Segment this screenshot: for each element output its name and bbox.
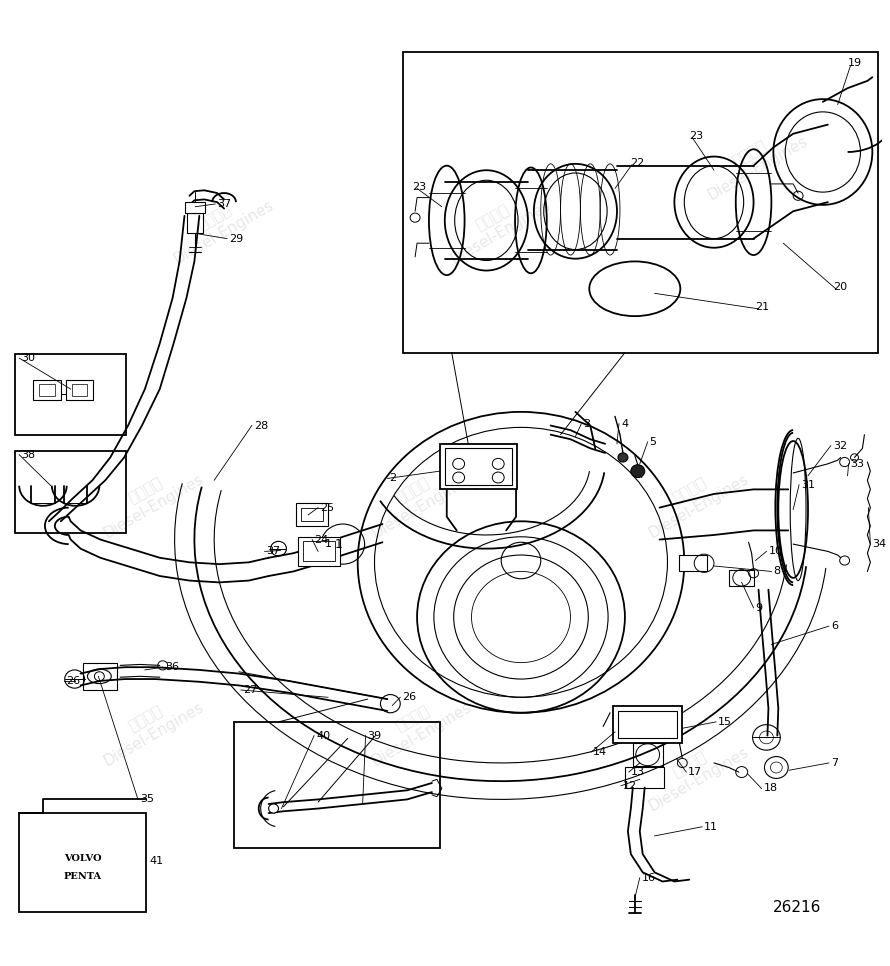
Text: 8: 8 xyxy=(773,566,781,577)
Text: 20: 20 xyxy=(833,282,847,292)
Text: 37: 37 xyxy=(217,199,231,209)
Text: 6: 6 xyxy=(830,621,837,631)
Text: 1: 1 xyxy=(335,538,343,551)
Bar xyxy=(403,52,878,353)
Text: 紫发动力
Diesel-Engines: 紫发动力 Diesel-Engines xyxy=(637,729,751,814)
Text: 23: 23 xyxy=(412,182,426,191)
Text: 29: 29 xyxy=(229,234,243,243)
Text: 14: 14 xyxy=(594,747,607,757)
Text: 18: 18 xyxy=(764,783,778,793)
Bar xyxy=(188,213,203,233)
Bar xyxy=(296,503,328,526)
Text: 40: 40 xyxy=(316,730,330,741)
Text: 12: 12 xyxy=(623,781,637,791)
Text: 4: 4 xyxy=(621,418,628,429)
Text: 15: 15 xyxy=(718,717,732,726)
Text: 36: 36 xyxy=(165,663,179,672)
Ellipse shape xyxy=(269,804,279,813)
Text: 紫发动力
Diesel-Engines: 紫发动力 Diesel-Engines xyxy=(697,119,811,204)
Bar xyxy=(633,743,662,766)
Text: 紫发动力
Diesel-Engines: 紫发动力 Diesel-Engines xyxy=(360,456,474,541)
Text: 22: 22 xyxy=(630,157,644,168)
Text: 31: 31 xyxy=(801,480,815,490)
Text: 33: 33 xyxy=(851,459,864,469)
Text: 34: 34 xyxy=(872,539,886,549)
Text: 28: 28 xyxy=(254,420,268,431)
Bar xyxy=(234,722,440,848)
Bar xyxy=(39,384,55,396)
Bar xyxy=(72,384,87,396)
Text: 30: 30 xyxy=(21,354,36,363)
Bar xyxy=(303,541,335,561)
Text: 7: 7 xyxy=(830,758,837,768)
Bar xyxy=(15,451,126,533)
Bar xyxy=(679,555,707,572)
Bar xyxy=(298,537,340,566)
Text: 37: 37 xyxy=(267,547,280,556)
Bar xyxy=(302,507,323,522)
Text: 17: 17 xyxy=(688,767,702,777)
Text: 41: 41 xyxy=(150,857,164,867)
Text: 9: 9 xyxy=(756,603,763,612)
Bar xyxy=(445,448,512,485)
Text: 35: 35 xyxy=(140,794,154,805)
Text: 39: 39 xyxy=(368,730,382,741)
Text: 27: 27 xyxy=(243,685,257,695)
Text: 25: 25 xyxy=(320,502,335,513)
Text: VOLVO: VOLVO xyxy=(64,854,101,864)
Text: 1: 1 xyxy=(325,539,332,549)
Bar xyxy=(15,355,126,435)
Text: 11: 11 xyxy=(704,822,718,832)
Text: 紫发动力
Diesel-Engines: 紫发动力 Diesel-Engines xyxy=(93,456,207,541)
Text: 26216: 26216 xyxy=(773,899,821,915)
Text: 38: 38 xyxy=(21,450,36,460)
Bar xyxy=(185,202,206,213)
Bar xyxy=(618,711,677,738)
Text: 23: 23 xyxy=(689,130,703,141)
Bar xyxy=(66,380,93,400)
Text: 紫发动力
Diesel-Engines: 紫发动力 Diesel-Engines xyxy=(360,684,474,769)
Text: 26: 26 xyxy=(402,693,417,702)
Text: 24: 24 xyxy=(314,534,328,545)
Bar xyxy=(729,570,754,586)
Text: 5: 5 xyxy=(650,437,657,447)
Text: 26: 26 xyxy=(66,676,80,686)
Text: 16: 16 xyxy=(642,873,656,883)
Text: 2: 2 xyxy=(389,473,396,483)
Text: 32: 32 xyxy=(833,440,847,450)
Bar xyxy=(625,768,665,787)
Bar xyxy=(613,706,683,743)
Text: 3: 3 xyxy=(583,418,590,429)
Text: 21: 21 xyxy=(756,302,770,312)
Text: 13: 13 xyxy=(631,767,645,777)
Bar xyxy=(83,663,117,690)
Bar xyxy=(20,813,146,912)
Text: 19: 19 xyxy=(847,58,862,68)
Text: 紫发动力
Diesel-Engines: 紫发动力 Diesel-Engines xyxy=(93,684,207,769)
Text: 紫发动力
Diesel-Engines: 紫发动力 Diesel-Engines xyxy=(637,456,751,541)
Bar xyxy=(440,443,517,490)
Bar xyxy=(33,380,61,400)
Text: 10: 10 xyxy=(768,547,782,556)
Text: 紫发动力
Diesel-Engines: 紫发动力 Diesel-Engines xyxy=(162,183,276,268)
Ellipse shape xyxy=(618,453,627,462)
Text: PENTA: PENTA xyxy=(63,872,101,881)
Ellipse shape xyxy=(631,465,644,477)
Text: 紫发动力
Diesel-Engines: 紫发动力 Diesel-Engines xyxy=(439,183,554,268)
